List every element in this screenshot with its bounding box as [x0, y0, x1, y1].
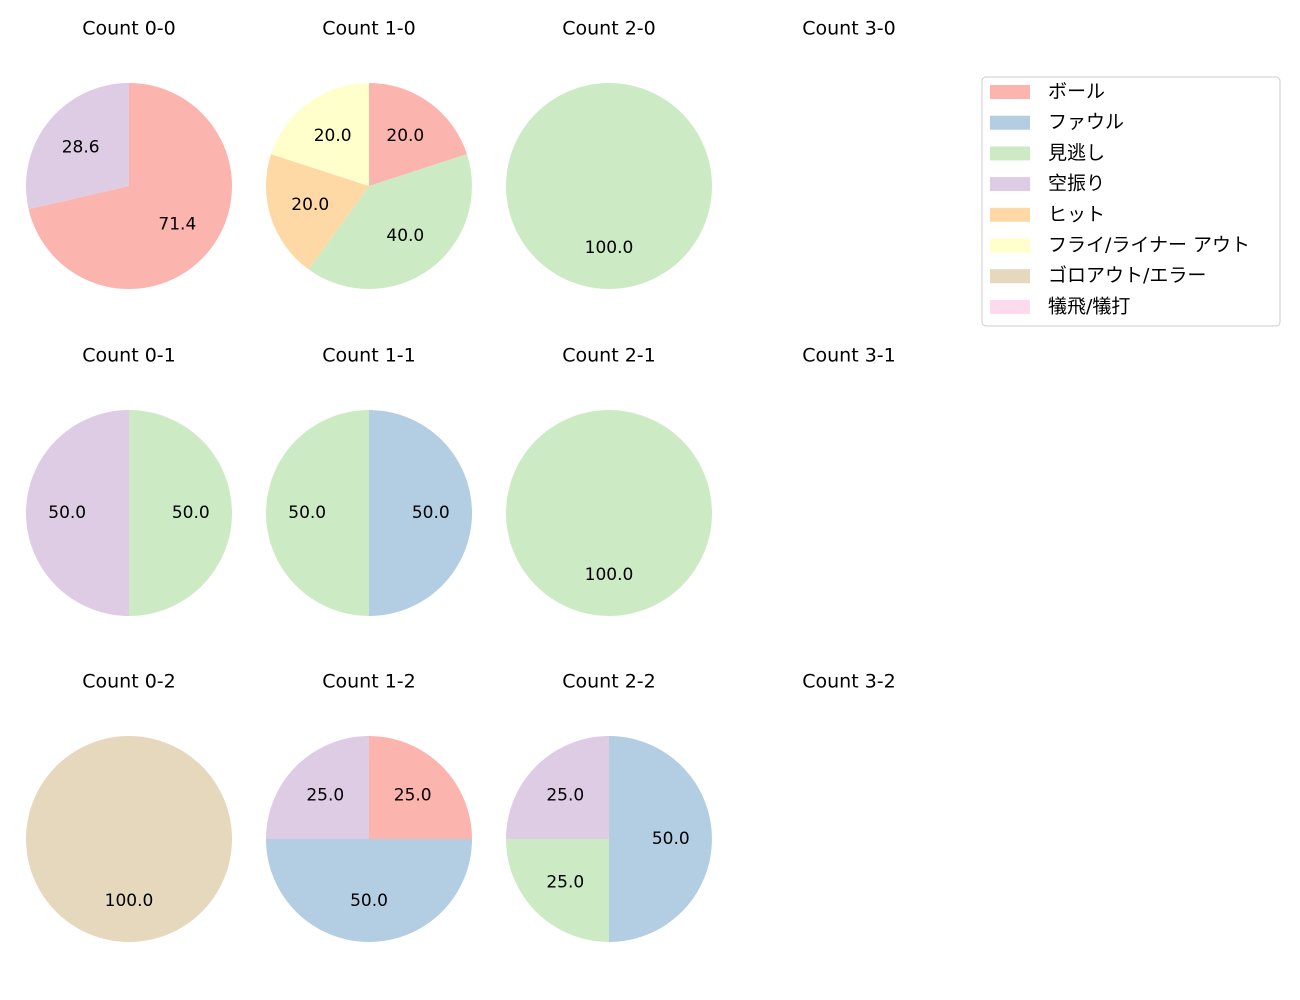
legend-label: ゴロアウト/エラー	[1048, 265, 1206, 287]
pie-panel: Count 0-2 100.0	[26, 671, 232, 942]
panel-title: Count 3-0	[802, 18, 896, 40]
panel-title: Count 0-2	[82, 671, 176, 693]
legend-label: 犠飛/犠打	[1048, 295, 1130, 317]
pie-slice	[506, 736, 609, 839]
panel-title: Count 1-0	[322, 18, 416, 40]
slice-label: 100.0	[585, 238, 634, 258]
slice-label: 50.0	[652, 829, 690, 849]
pie-slice	[28, 83, 233, 289]
pie-panel: Count 1-2 25.0 50.0 25.0	[266, 671, 472, 942]
pie-panel: Count 2-0 100.0	[506, 18, 712, 289]
slice-label: 100.0	[105, 891, 154, 911]
pie-slice	[26, 410, 129, 616]
slice-label: 25.0	[546, 785, 584, 805]
panel-title: Count 0-1	[82, 345, 176, 367]
pie-panel: Count 2-2 50.0 25.0 25.0	[506, 671, 712, 942]
slice-label: 50.0	[412, 503, 450, 523]
slice-label: 100.0	[585, 565, 634, 585]
pie-panel: Count 0-0 71.4 28.6	[25, 18, 233, 289]
legend-label: 空振り	[1048, 173, 1105, 195]
pie-slice	[369, 736, 472, 839]
pie-slice	[25, 83, 129, 210]
slice-label: 20.0	[386, 126, 424, 146]
slice-label: 40.0	[386, 226, 424, 246]
legend-swatch	[990, 299, 1030, 314]
legend-label: ファウル	[1048, 111, 1124, 133]
panel-title: Count 1-1	[322, 345, 416, 367]
pie-slice	[266, 410, 369, 616]
pie-slice	[129, 410, 232, 616]
pie-slice	[266, 839, 472, 942]
pie-slice	[506, 83, 712, 289]
pie-panel: Count 0-1 50.0 50.0	[26, 345, 232, 616]
legend-swatch	[990, 177, 1030, 192]
slice-label: 50.0	[172, 503, 210, 523]
pie-panel: Count 1-1 50.0 50.0	[266, 345, 472, 616]
legend-frame	[981, 76, 1281, 327]
legend-swatch	[990, 269, 1030, 284]
slice-label: 28.6	[62, 138, 100, 158]
panel-title: Count 0-0	[82, 18, 176, 40]
legend-label: フライ/ライナー アウト	[1048, 234, 1250, 256]
pie-panel: Count 2-1 100.0	[506, 345, 712, 616]
pie-slice	[506, 839, 609, 942]
pie-slice	[506, 410, 712, 616]
pie-slice	[266, 154, 369, 270]
legend-swatch	[990, 115, 1030, 130]
legend-swatch	[990, 207, 1030, 222]
legend-swatch	[990, 85, 1030, 99]
pie-slice	[308, 154, 473, 289]
pie-panel: Count 3-0	[802, 18, 896, 40]
pie-slice	[369, 410, 472, 616]
slice-label: 71.4	[158, 214, 196, 234]
panel-title: Count 2-0	[562, 18, 656, 40]
pie-panel: Count 3-2	[802, 671, 896, 693]
slice-label: 20.0	[314, 126, 352, 146]
slice-label: 50.0	[48, 503, 86, 523]
panel-title: Count 3-2	[802, 671, 896, 693]
slice-label: 25.0	[546, 873, 584, 893]
pie-slice	[26, 736, 232, 942]
panel-title: Count 1-2	[322, 671, 416, 693]
slice-label: 25.0	[394, 785, 432, 805]
pie-panel: Count 3-1	[802, 345, 896, 367]
slice-label: 25.0	[306, 785, 344, 805]
pie-slice	[271, 83, 369, 186]
panel-title: Count 2-1	[562, 345, 656, 367]
slice-label: 50.0	[288, 503, 326, 523]
pie-panel: Count 1-0 20.0 40.0 20.0 20.0	[266, 18, 473, 289]
slice-label: 20.0	[291, 195, 329, 215]
slice-label: 50.0	[350, 891, 388, 911]
panel-title: Count 2-2	[562, 671, 656, 693]
panel-title: Count 3-1	[802, 345, 896, 367]
legend-label: ヒット	[1048, 203, 1105, 225]
pie-slice	[369, 83, 467, 186]
legend-label: ボール	[1048, 81, 1105, 103]
legend-swatch	[990, 146, 1030, 161]
pie-slice	[266, 736, 369, 839]
pie-slice	[609, 736, 712, 942]
pie-panels: Count 0-0 71.4 28.6 Count 1-0 20.0 40.0 20.0 20…	[25, 18, 896, 942]
legend-swatch	[990, 238, 1030, 253]
legend-label: 見逃し	[1048, 142, 1105, 164]
